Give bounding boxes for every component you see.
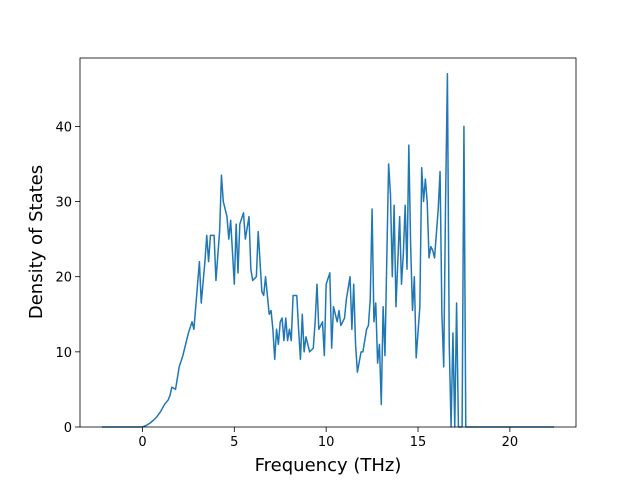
x-tick-label: 20: [502, 435, 519, 450]
x-tick-label: 15: [410, 435, 427, 450]
x-tick-label: 10: [318, 435, 335, 450]
y-tick-label: 0: [64, 421, 72, 436]
x-axis-label: Frequency (THz): [255, 455, 402, 476]
y-tick-label: 20: [55, 271, 72, 286]
x-tick-label: 5: [230, 435, 238, 450]
dos-line: [102, 73, 554, 428]
y-tick-label: 30: [55, 196, 72, 211]
y-axis-label: Density of States: [26, 165, 47, 319]
y-tick-label: 40: [55, 120, 72, 135]
axes-frame: [79, 57, 577, 428]
y-tick-label: 10: [55, 346, 72, 361]
x-tick-label: 0: [138, 435, 146, 450]
